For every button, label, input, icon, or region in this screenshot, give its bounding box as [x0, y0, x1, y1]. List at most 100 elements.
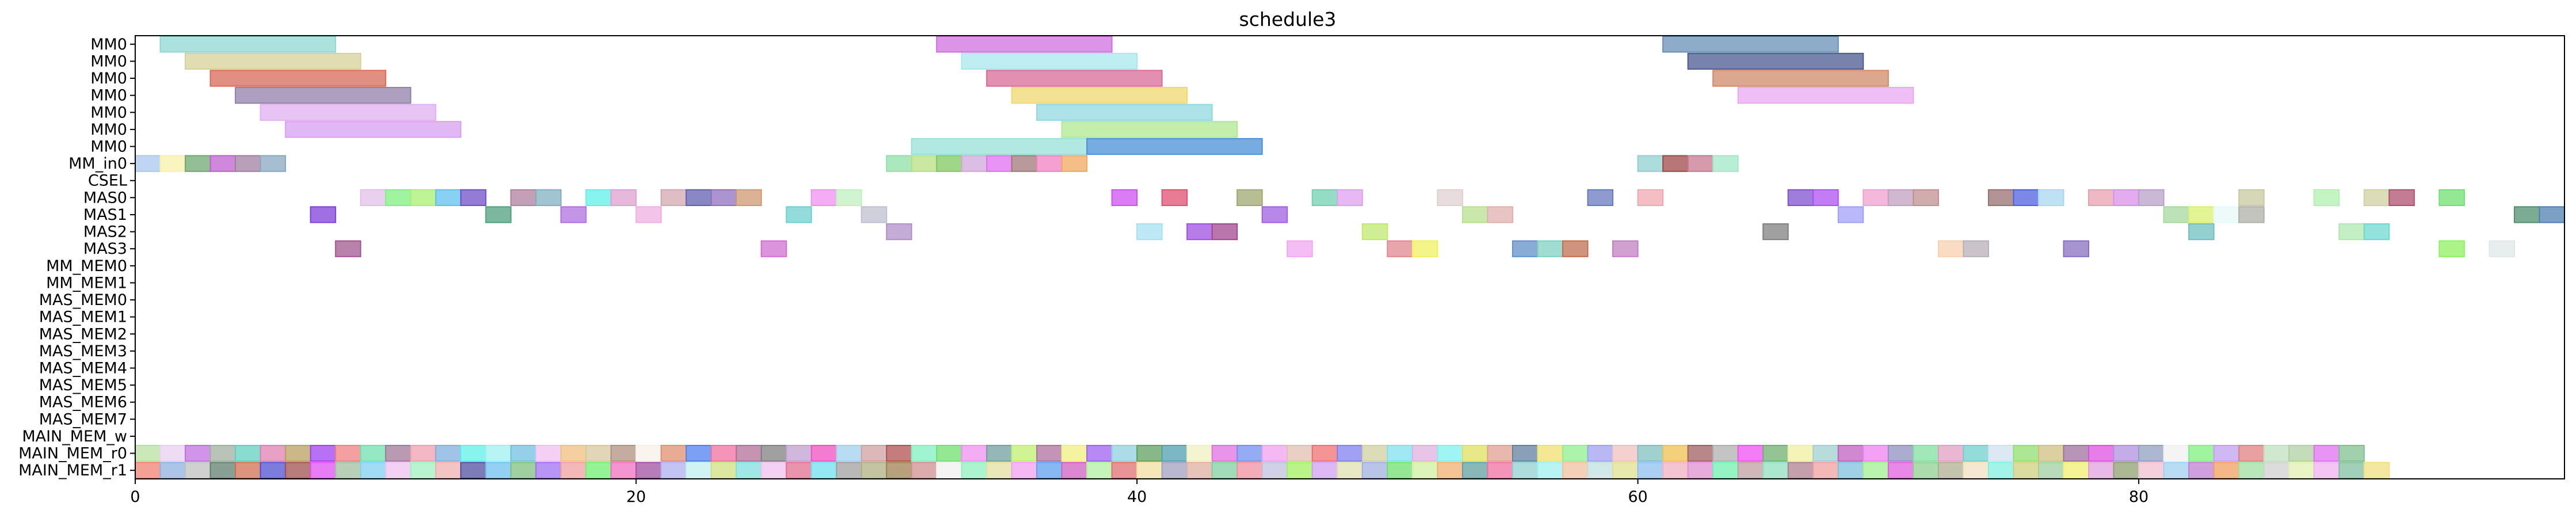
task-bar	[1637, 155, 1664, 172]
memory-read-bar	[2037, 444, 2064, 462]
memory-read-bar	[1061, 462, 1087, 479]
x-tick-label: 40	[1127, 488, 1147, 506]
row-label: MM0	[90, 121, 127, 139]
memory-read-bar	[1712, 444, 1739, 462]
memory-read-bar	[1812, 462, 1839, 479]
row-label: MAIN_MEM_r0	[18, 445, 127, 463]
task-bar	[1011, 87, 1188, 104]
memory-read-bar	[1111, 462, 1138, 479]
memory-read-bar	[761, 444, 787, 462]
task-bar	[735, 189, 762, 206]
row-label: MAS_MEM5	[39, 376, 127, 394]
memory-read-bar	[535, 462, 562, 479]
row-label: MM_in0	[68, 155, 127, 173]
row-label: CSEL	[88, 172, 127, 190]
memory-read-bar	[986, 444, 1013, 462]
memory-read-bar	[1011, 444, 1037, 462]
task-bar	[410, 189, 437, 206]
memory-read-bar	[2013, 444, 2039, 462]
task-bar	[2539, 206, 2565, 223]
memory-read-bar	[1787, 444, 1814, 462]
memory-read-bar	[1537, 444, 1563, 462]
task-bar	[2363, 223, 2390, 241]
row-label: MM0	[90, 104, 127, 121]
memory-read-bar	[2037, 462, 2064, 479]
memory-read-bar	[1011, 462, 1037, 479]
task-bar	[1662, 155, 1689, 172]
row-label: MAS_MEM4	[39, 360, 127, 378]
memory-read-bar	[510, 444, 537, 462]
row-label: MM0	[90, 87, 127, 105]
memory-read-bar	[2338, 462, 2365, 479]
memory-read-bar	[2213, 462, 2240, 479]
task-bar	[285, 121, 461, 138]
memory-read-bar	[735, 444, 762, 462]
task-bar	[385, 189, 411, 206]
memory-read-bar	[1311, 462, 1338, 479]
task-bar	[911, 138, 1087, 155]
memory-read-bar	[1036, 462, 1063, 479]
memory-read-bar	[2338, 444, 2365, 462]
row-label: MAS1	[83, 206, 127, 224]
task-bar	[1211, 223, 1238, 241]
task-bar	[1637, 189, 1664, 206]
row-label: MAS3	[83, 240, 127, 258]
task-bar	[1863, 189, 1889, 206]
task-bar	[1512, 240, 1539, 257]
memory-read-bar	[1411, 444, 1438, 462]
task-bar	[911, 155, 937, 172]
memory-read-bar	[1361, 462, 1388, 479]
memory-read-bar	[1337, 444, 1363, 462]
memory-read-bar	[2363, 462, 2390, 479]
memory-read-bar	[886, 444, 913, 462]
task-bar	[2438, 189, 2465, 206]
task-bar	[1011, 155, 1037, 172]
memory-read-bar	[585, 444, 612, 462]
task-bar	[811, 189, 837, 206]
task-bar	[936, 36, 1113, 53]
memory-read-bar	[259, 462, 287, 479]
task-bar	[2363, 189, 2390, 206]
memory-read-bar	[936, 462, 963, 479]
task-bar	[2489, 240, 2515, 257]
memory-read-bar	[1211, 444, 1238, 462]
task-bar	[1612, 240, 1639, 257]
memory-read-bar	[1887, 462, 1914, 479]
memory-read-bar	[1086, 444, 1113, 462]
task-bar	[535, 189, 562, 206]
memory-read-bar	[1612, 462, 1639, 479]
task-bar	[1712, 155, 1739, 172]
memory-read-bar	[209, 462, 236, 479]
row-label: MAS_MEM2	[39, 325, 127, 343]
task-bar	[460, 189, 487, 206]
task-bar	[1787, 189, 1814, 206]
memory-read-bar	[285, 462, 311, 479]
x-tick-label: 80	[2129, 488, 2148, 506]
task-bar	[159, 155, 186, 172]
task-bar	[1963, 240, 1989, 257]
memory-read-bar	[1637, 444, 1664, 462]
memory-read-bar	[986, 462, 1013, 479]
memory-read-bar	[961, 462, 987, 479]
memory-read-bar	[535, 444, 562, 462]
task-bar	[335, 240, 361, 257]
memory-read-bar	[1437, 444, 1463, 462]
memory-read-bar	[1086, 462, 1113, 479]
memory-read-bar	[259, 444, 287, 462]
task-bar	[1812, 189, 1839, 206]
x-tick-label: 20	[626, 488, 646, 506]
task-bar	[1562, 240, 1589, 257]
memory-read-bar	[1562, 444, 1589, 462]
memory-read-bar	[1337, 462, 1363, 479]
memory-read-bar	[1612, 444, 1639, 462]
task-bar	[185, 52, 361, 70]
memory-read-bar	[2263, 462, 2290, 479]
row-label: MM0	[90, 70, 127, 87]
memory-read-bar	[1812, 444, 1839, 462]
chart-title: schedule3	[1239, 8, 1337, 31]
task-bar	[1261, 206, 1288, 223]
task-bar	[1161, 189, 1188, 206]
memory-read-bar	[1587, 462, 1614, 479]
memory-read-bar	[1186, 462, 1213, 479]
